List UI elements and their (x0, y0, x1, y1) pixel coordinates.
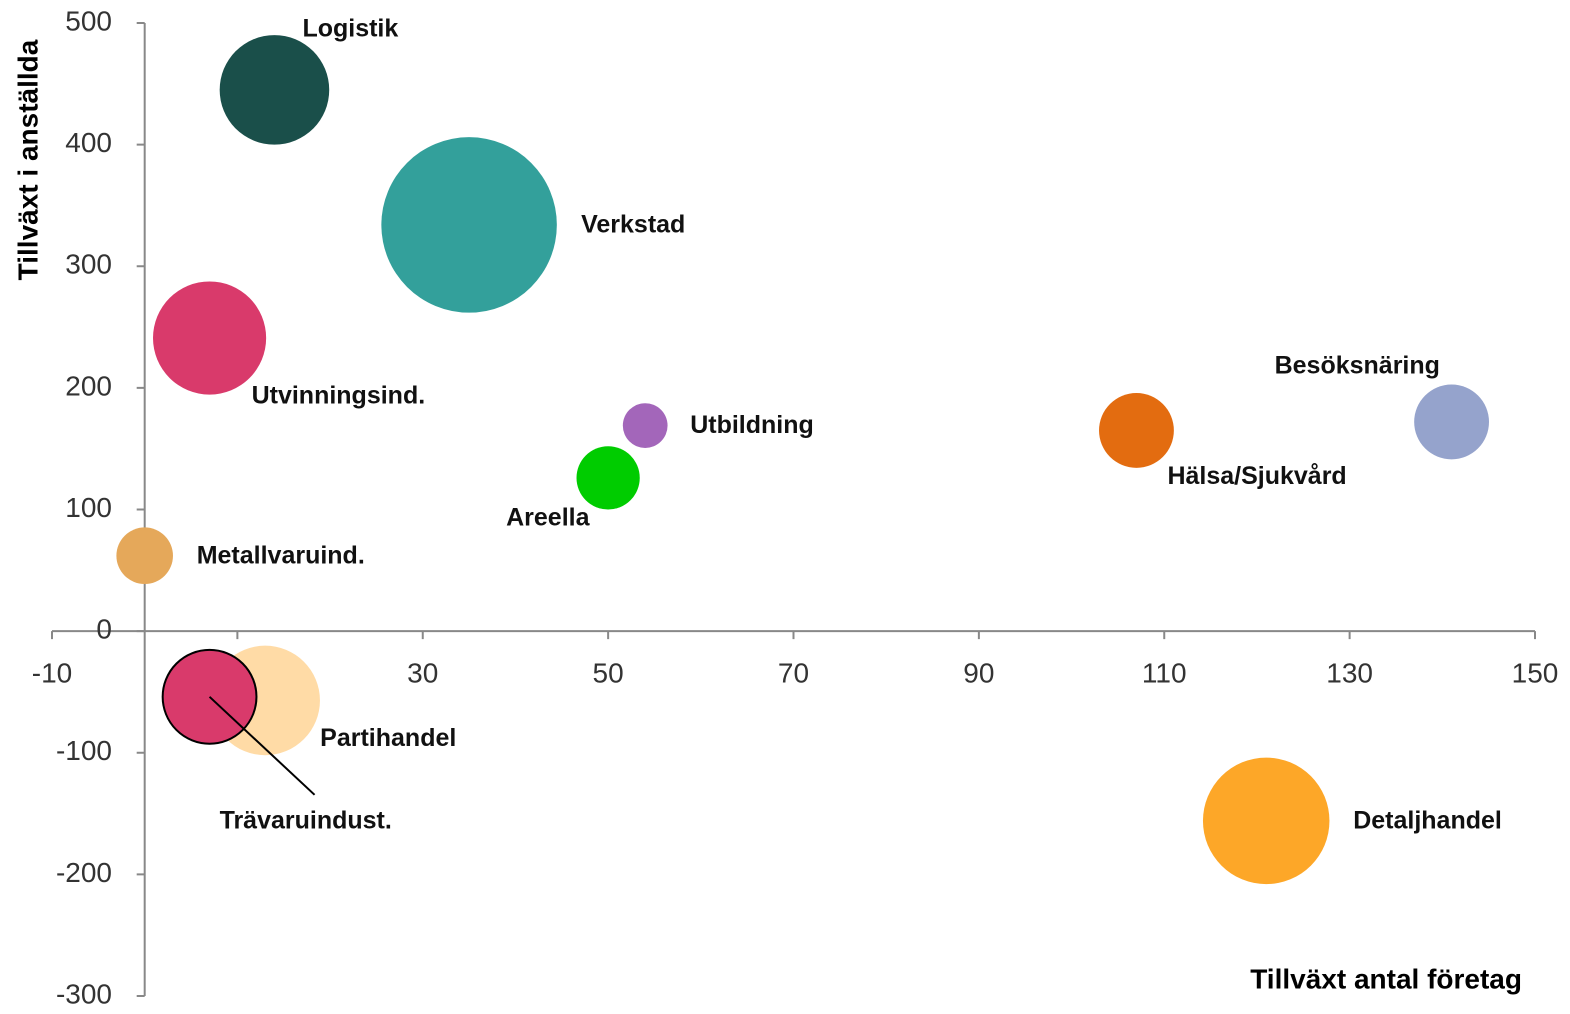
bubble (153, 281, 267, 395)
y-tick-label: -200 (56, 857, 112, 888)
x-tick-label: -10 (32, 658, 72, 689)
bubble (381, 137, 557, 313)
y-tick-label: 100 (65, 492, 112, 523)
y-tick-label: 400 (65, 127, 112, 158)
bubble-label: Utbildning (690, 411, 814, 439)
bubble-label: Logistik (302, 15, 398, 43)
bubble (219, 35, 330, 145)
bubble-label: Verkstad (581, 211, 685, 239)
x-tick-label: 130 (1326, 658, 1373, 689)
bubble-label: Areella (506, 503, 590, 531)
y-tick-label: -300 (56, 978, 112, 1009)
bubble (622, 403, 668, 448)
bubble-label: Detaljhandel (1353, 806, 1502, 834)
x-axis-title: Tillväxt antal företag (1250, 963, 1522, 994)
bubble-label: Hälsa/Sjukvård (1167, 462, 1346, 490)
bubble-label: Metallvaruind. (197, 541, 365, 569)
y-tick-label: 500 (65, 5, 112, 36)
x-tick-label: 50 (593, 658, 624, 689)
x-tick-label: 110 (1142, 658, 1187, 689)
leader-line (208, 696, 316, 796)
bubble (576, 446, 640, 510)
y-tick-label: -100 (56, 735, 112, 766)
bubble-label: Partihandel (320, 724, 456, 752)
bubble-label: Besöksnäring (1275, 352, 1440, 380)
y-tick-label: 0 (96, 614, 112, 645)
x-tick-label: 90 (963, 658, 994, 689)
x-tick-label: 150 (1512, 658, 1559, 689)
x-tick-label: 70 (778, 658, 809, 689)
x-tick-label: 30 (407, 658, 438, 689)
y-tick-label: 200 (65, 370, 112, 401)
bubble (1414, 384, 1489, 460)
y-tick-label: 300 (65, 249, 112, 280)
bubble-label: Trävaruindust. (220, 806, 392, 834)
bubble (116, 527, 173, 585)
bubble-label: Utvinningsind. (252, 382, 426, 410)
bubble (1202, 757, 1330, 885)
bubble (1099, 393, 1174, 468)
y-axis-title: Tillväxt i anställda (12, 39, 43, 280)
